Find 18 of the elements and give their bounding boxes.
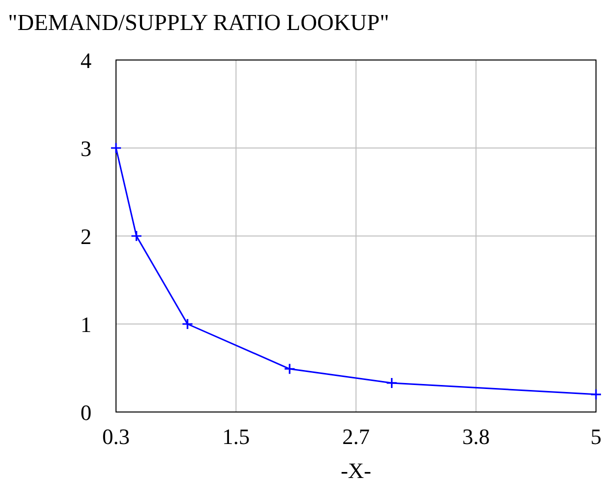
point — [284, 364, 295, 374]
x-tick-label: 3.8 — [462, 424, 490, 449]
x-tick-label: 1.5 — [222, 424, 250, 449]
y-tick-label: 3 — [80, 136, 92, 161]
chart-title: "DEMAND/SUPPLY RATIO LOOKUP" — [8, 10, 390, 35]
point — [591, 389, 601, 400]
point — [111, 143, 121, 153]
point — [182, 319, 192, 329]
y-tick-label: 2 — [80, 224, 92, 249]
y-tick-label: 1 — [80, 312, 92, 337]
x-tick-label: 2.7 — [342, 424, 370, 449]
y-tick-label: 4 — [80, 48, 92, 73]
x-tick-label: 0.3 — [102, 424, 130, 449]
point — [386, 378, 397, 388]
point — [131, 231, 142, 241]
x-tick-label: 5 — [590, 424, 602, 449]
y-tick-label: 0 — [80, 400, 92, 425]
x-axis-title: -X- — [340, 458, 372, 483]
